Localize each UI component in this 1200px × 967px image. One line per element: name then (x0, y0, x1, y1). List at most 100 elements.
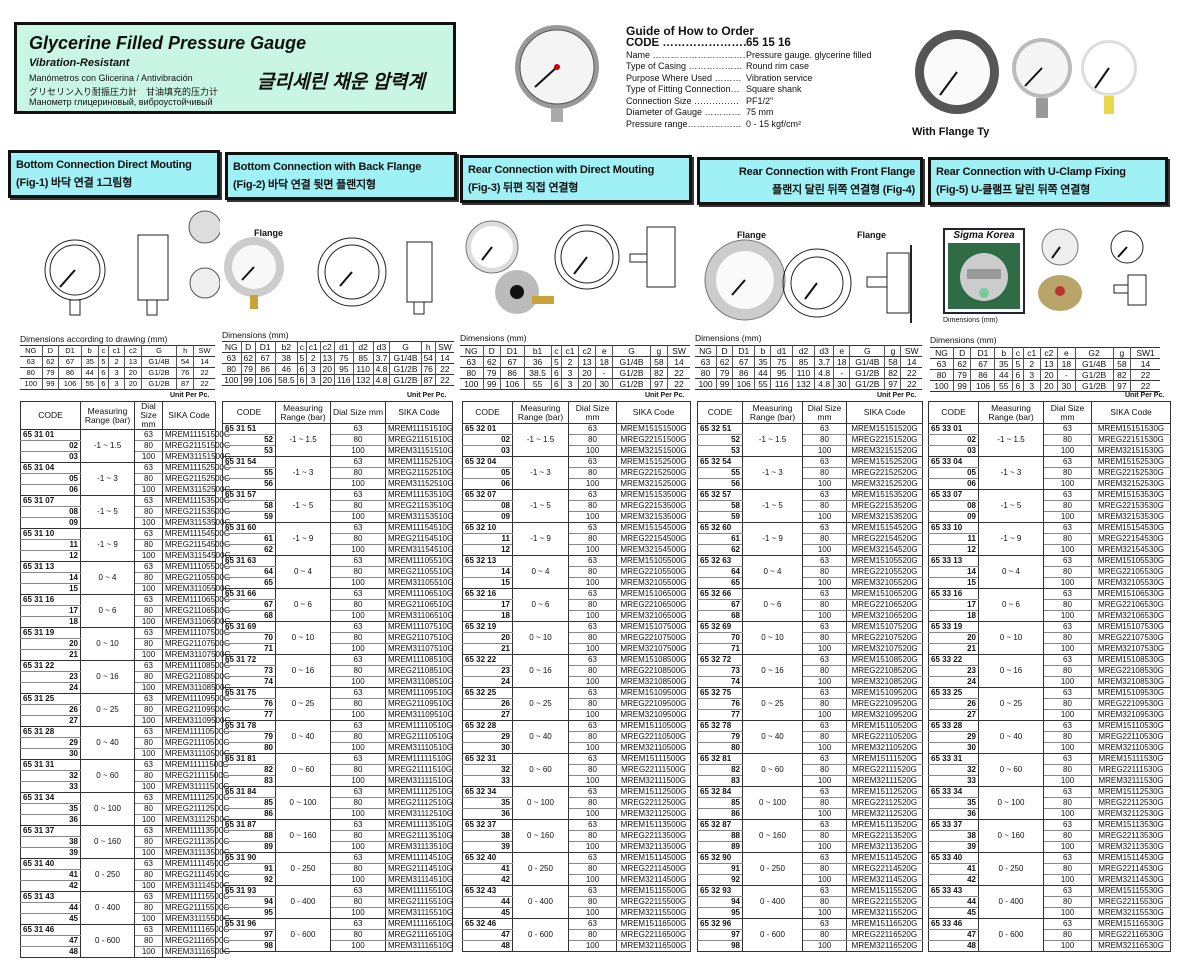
sika-code-cell: MREM32111520G (846, 775, 923, 787)
range-cell: 0 ~ 10 (512, 621, 569, 655)
range-cell: 0 ~ 25 (512, 687, 569, 721)
dimensions-header-cell: D1 (254, 341, 276, 353)
table-row: 76 80 MREG22109520G (697, 698, 923, 710)
sika-code-cell: MREG22108520G (846, 665, 923, 677)
sika-code-cell: MREM15109500G (616, 687, 691, 699)
table-row: 21 100 MREM32107500G (462, 643, 691, 655)
dial-size-cell: 63 (568, 621, 617, 633)
title-spanish: Manómetros con Glicerina / Antivibración (29, 73, 193, 83)
table-row: 95 100 MREM31115510G (222, 907, 453, 919)
sika-code-cell: MREM11154500G (162, 528, 230, 540)
dial-size-cell: 80 (802, 632, 847, 644)
dimensions-header-cell: e (1057, 347, 1076, 359)
sika-code-cell: MREM11113510G (385, 819, 453, 831)
guide-item: Purpose Where Used ……… Vibration service (626, 73, 906, 85)
sika-code-cell: MREM31154510G (385, 544, 454, 556)
code-cell: 65 33 40 (928, 852, 979, 864)
table-row: 65 32 16 0 ~ 6 63 MREM15106500G (462, 588, 691, 622)
dial-size-cell: 100 (802, 643, 847, 655)
dimensions-header-cell: NG (699, 346, 712, 356)
dial-size-cell: 100 (802, 511, 847, 523)
range-cell: 0 ~ 40 (512, 720, 569, 754)
code-cell: 08 (928, 500, 979, 512)
table-row: 65 33 10 -1 ~ 9 63 MREM15154530G (928, 522, 1171, 556)
code-cell: 44 (462, 896, 513, 908)
table-row: 41 80 MREG21114500G (20, 869, 230, 881)
table-row: 65 31 34 0 ~ 100 63 MREM11112500G (20, 792, 229, 826)
dial-size-cell: 100 (134, 682, 163, 694)
range-cell: -1 ~ 9 (512, 522, 569, 556)
dial-size-cell: 80 (568, 467, 617, 479)
sika-code-cell: MREG21152510G (385, 467, 453, 479)
code-cell: 65 32 78 (697, 720, 743, 732)
dial-size-cell: 100 (568, 643, 617, 655)
dial-size-cell: 100 (1043, 577, 1092, 589)
table-row: 03 100 MREM32151530G (928, 445, 1171, 457)
sika-code-cell: MREG22114520G (846, 863, 923, 875)
dial-size-cell: 100 (330, 544, 386, 556)
table-row: 26 80 MREG21109500G (20, 704, 230, 716)
dimensions-cell: 2 (108, 356, 125, 368)
sika-code-cell: MREM15115520G (846, 885, 923, 897)
dimensions-header-cell: c1 (108, 345, 125, 357)
dial-size-cell: 63 (134, 561, 163, 573)
sika-code-cell: MREM11112510G (385, 786, 453, 798)
dial-size-cell: 63 (134, 495, 163, 507)
dial-size-cell: 100 (330, 511, 386, 523)
table-row: 30 100 MREM32110530G (928, 742, 1171, 754)
dimensions-cell: 3 (561, 378, 579, 390)
section-subtitle: (Fig-2) 바닥 연결 뒷면 플랜지형 (233, 179, 376, 191)
dimensions-cell: 87 (176, 378, 194, 390)
sika-code-cell: MREM32109530G (1091, 709, 1171, 721)
dial-size-cell: 100 (330, 676, 386, 688)
code-cell: 36 (20, 814, 81, 826)
sika-code-cell: MREG21105500G (162, 572, 230, 584)
sika-code-cell: MREM11108500G (162, 660, 230, 672)
dimensions-cell: 80 (26, 368, 35, 377)
table-row: 14 80 MREG22105500G (462, 566, 691, 578)
sika-code-cell: MREG22151530G (1091, 434, 1171, 446)
table-row: 14 80 MREG22105530G (928, 566, 1171, 578)
sika-code-cell: MREM32114520G (846, 874, 923, 886)
dial-size-cell: 100 (330, 742, 386, 754)
dial-size-cell: 63 (1043, 819, 1092, 831)
dial-size-cell: 100 (1043, 643, 1092, 655)
dial-size-cell: 100 (802, 775, 847, 787)
price-header-cell: Dial Size mm (134, 401, 163, 430)
sika-code-cell: MREM15112520G (846, 786, 923, 798)
sika-code-cell: MREM32112530G (1091, 808, 1171, 820)
unit-per-pc-label: Unit Per Pc. (170, 392, 210, 399)
code-cell: 58 (222, 500, 276, 512)
code-cell: 65 32 13 (462, 555, 513, 567)
dimensions-cell: G1/2B (612, 367, 651, 379)
table-row: 20 80 MREG22107530G (928, 632, 1171, 644)
dimensions-header-cell: b1 (523, 345, 552, 357)
dimensions-cell: 22 (434, 363, 454, 375)
sika-code-cell: MREM11105500G (162, 561, 230, 573)
code-cell: 65 32 28 (462, 720, 513, 732)
code-cell: 65 32 90 (697, 852, 743, 864)
sika-code-cell: MREG22106530G (1091, 599, 1171, 611)
dimensions-cell: 22 (900, 378, 922, 390)
code-cell: 32 (462, 764, 513, 776)
price-table: CODE Measuring Range (bar) Dial Size mm SIK… (20, 401, 231, 958)
dial-size-cell: 63 (330, 786, 386, 798)
dimensions-row: 80 79 86 38.5 6 3 20- G1/2B 82 22 (460, 367, 690, 379)
dial-size-cell: 100 (568, 445, 617, 457)
range-cell: -1 ~ 9 (80, 528, 135, 562)
sika-code-cell: MREG21110510G (385, 731, 453, 743)
range-cell: 0 ~ 100 (978, 786, 1044, 820)
sika-code-cell: MREM31105510G (385, 577, 454, 589)
dimensions-cell: G1/2B (849, 378, 885, 390)
dimensions-row: 100 99 106 55 6 3 20 G1/2B 87 22 (20, 378, 215, 390)
dimensions-cell: 14 (667, 356, 690, 368)
dial-size-cell: 100 (330, 709, 386, 721)
table-row: 65 32 87 0 ~ 160 63 MREM15113520G (697, 819, 923, 853)
sika-code-cell: MREG21116500G (162, 935, 230, 947)
dimensions-cell: 54 (420, 352, 436, 364)
code-cell: 65 33 37 (928, 819, 979, 831)
code-cell: 21 (928, 643, 979, 655)
sika-code-cell: MREG22107530G (1091, 632, 1171, 644)
dial-size-cell: 100 (1043, 907, 1092, 919)
